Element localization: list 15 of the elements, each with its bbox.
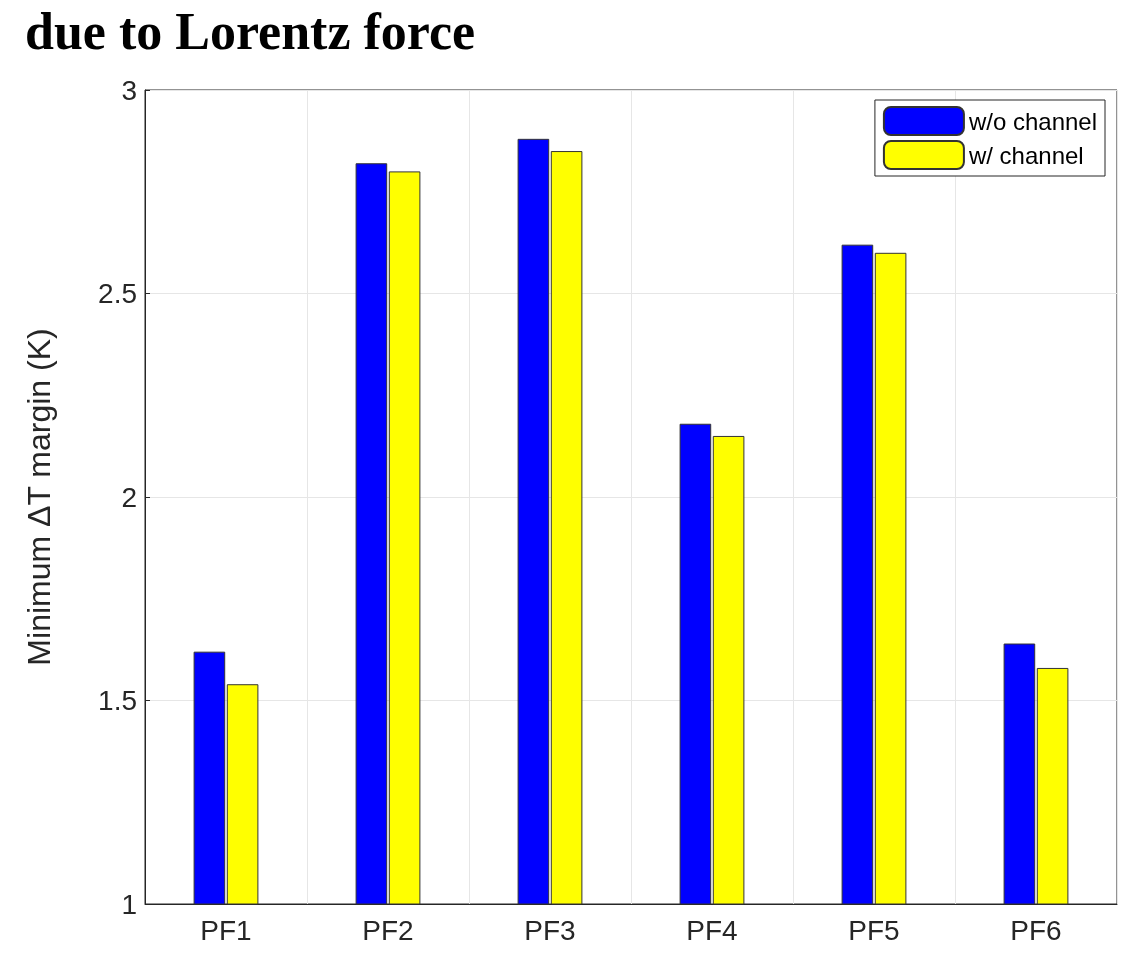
y-tick-label: 1.5 bbox=[98, 685, 137, 716]
y-tick-label: 1 bbox=[121, 888, 137, 920]
y-tick-label: 2 bbox=[121, 481, 137, 513]
x-tick-label: PF5 bbox=[848, 914, 900, 946]
y-tick-label: 3 bbox=[121, 74, 137, 106]
x-tick-label: PF6 bbox=[1010, 914, 1062, 946]
y-tick-label: 2.5 bbox=[98, 278, 137, 309]
y-axis-title: Minimum ΔT margin (K) bbox=[21, 328, 57, 666]
legend-label: w/ channel bbox=[967, 141, 1084, 169]
legend-label: w/o channel bbox=[967, 107, 1098, 135]
chart-title: due to Lorentz force bbox=[25, 2, 476, 60]
x-tick-label: PF4 bbox=[686, 914, 738, 946]
x-tick-label: PF2 bbox=[362, 914, 414, 946]
x-tick-label: PF3 bbox=[524, 914, 576, 946]
x-tick-label: PF1 bbox=[200, 914, 252, 946]
